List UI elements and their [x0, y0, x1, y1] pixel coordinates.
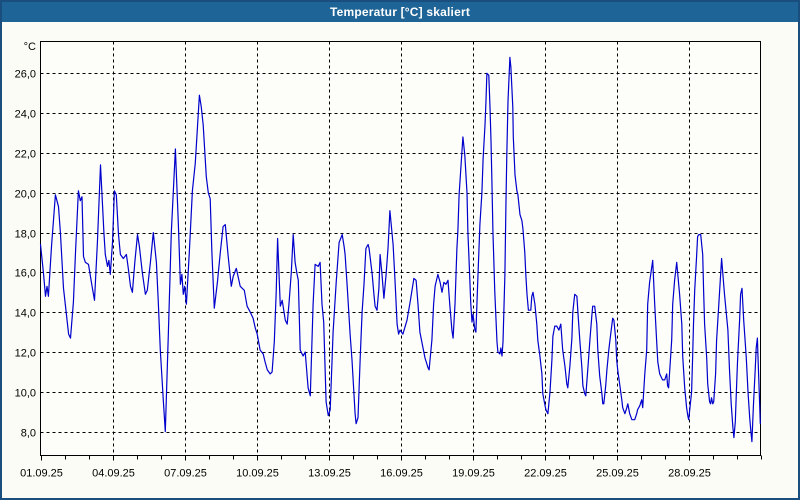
x-tick-label: 19.09.25 — [452, 468, 495, 480]
x-tick-label: 13.09.25 — [308, 468, 351, 480]
x-tick-label: 25.09.25 — [596, 468, 639, 480]
y-tick-label: 22,0 — [15, 149, 36, 161]
y-tick-label: 26,0 — [15, 69, 36, 81]
y-tick-label: 18,0 — [15, 229, 36, 241]
x-tick-label: 01.09.25 — [20, 468, 63, 480]
y-tick-label: 10,0 — [15, 388, 36, 400]
y-tick-label: 20,0 — [15, 189, 36, 201]
chart-title-bar: Temperatur [°C] skaliert — [2, 2, 798, 22]
y-tick-label: 24,0 — [15, 109, 36, 121]
x-tick-label: 22.09.25 — [524, 468, 567, 480]
x-tick-label: 28.09.25 — [668, 468, 711, 480]
y-tick-label: 14,0 — [15, 308, 36, 320]
x-tick-label: 07.09.25 — [164, 468, 207, 480]
y-axis-unit-label: °C — [24, 41, 36, 53]
y-tick-label: 16,0 — [15, 268, 36, 280]
plot-background — [40, 41, 761, 456]
x-tick-label: 04.09.25 — [92, 468, 135, 480]
chart-title: Temperatur [°C] skaliert — [329, 5, 471, 19]
temperature-series — [39, 56, 761, 443]
x-tick-label: 10.09.25 — [236, 468, 279, 480]
y-tick-label: 8,0 — [21, 428, 36, 440]
y-tick-label: 12,0 — [15, 348, 36, 360]
x-tick-label: 16.09.25 — [380, 468, 423, 480]
